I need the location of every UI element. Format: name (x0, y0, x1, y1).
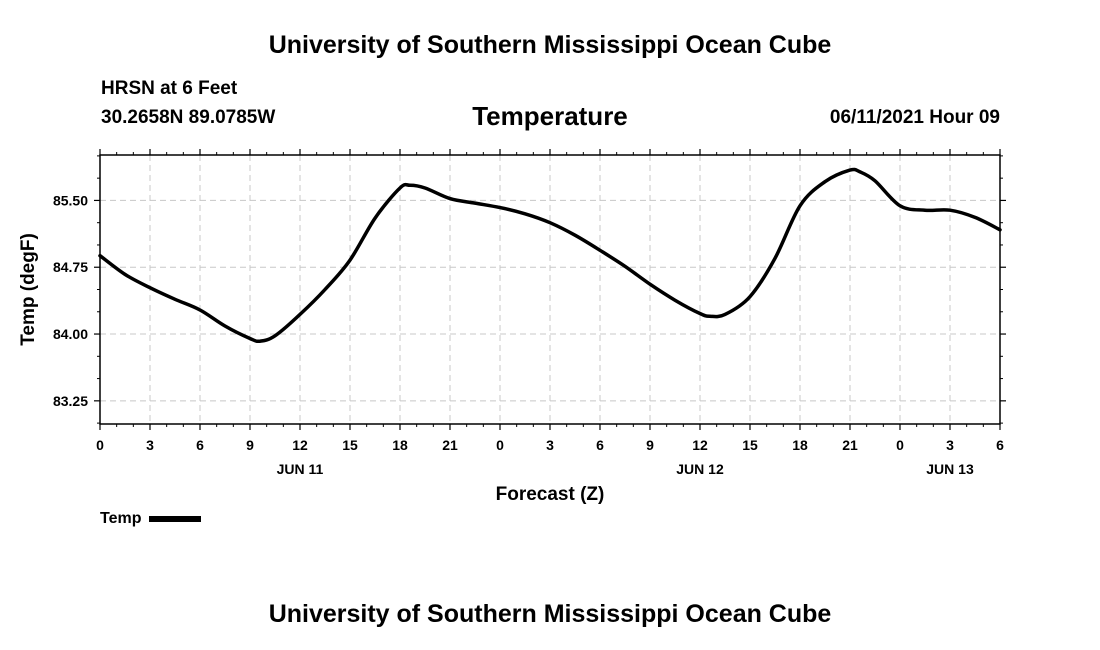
x-axis-title: Forecast (Z) (496, 484, 605, 505)
ticks-layer (94, 149, 1006, 430)
labels-layer: 0 3 6 9 12 15 18 21 0 3 6 9 12 15 18 21 0 3 6 JUN 11 JUN 12 J… (53, 192, 1004, 477)
station-name: HRSN at 6 Feet (101, 78, 238, 99)
y-tick-label: 85.50 (53, 192, 88, 208)
x-tick-label: 12 (292, 437, 308, 453)
x-tick-label: 3 (146, 437, 154, 453)
x-tick-label: 0 (896, 437, 904, 453)
x-tick-label: 6 (996, 437, 1004, 453)
x-tick-label: 15 (742, 437, 758, 453)
x-tick-label: 15 (342, 437, 358, 453)
x-tick-label: 18 (792, 437, 808, 453)
footer-title: University of Southern Mississippi Ocean… (268, 600, 832, 628)
x-tick-label: 9 (646, 437, 654, 453)
y-axis-title: Temp (degF) (18, 233, 39, 346)
x-tick-label: 18 (392, 437, 408, 453)
station-coordinates: 30.2658N 89.0785W (101, 107, 276, 128)
x-tick-label: 0 (496, 437, 504, 453)
y-tick-label: 84.00 (53, 326, 88, 342)
x-tick-label: 21 (442, 437, 458, 453)
legend-label: Temp (100, 510, 142, 527)
x-tick-label: 3 (546, 437, 554, 453)
y-tick-label: 84.75 (53, 259, 88, 275)
grid-layer (100, 155, 1000, 424)
x-tick-label: 12 (692, 437, 708, 453)
chart-title: Temperature (472, 101, 628, 131)
x-tick-label: 3 (946, 437, 954, 453)
page-title: University of Southern Mississippi Ocean… (268, 31, 832, 59)
x-tick-label: 6 (596, 437, 604, 453)
series-layer (98, 167, 1002, 344)
x-tick-label: 21 (842, 437, 858, 453)
series-line-temp (98, 167, 1002, 344)
legend: Temp (100, 510, 202, 528)
x-date-label: JUN 11 (277, 461, 324, 477)
legend-swatch (149, 515, 202, 522)
issue-timestamp: 06/11/2021 Hour 09 (829, 107, 1000, 128)
y-tick-label: 83.25 (53, 393, 88, 409)
x-tick-label: 6 (196, 437, 204, 453)
x-date-label: JUN 12 (676, 461, 724, 477)
x-date-label: JUN 13 (926, 461, 974, 477)
x-tick-label: 9 (246, 437, 254, 453)
x-tick-label: 0 (96, 437, 104, 453)
